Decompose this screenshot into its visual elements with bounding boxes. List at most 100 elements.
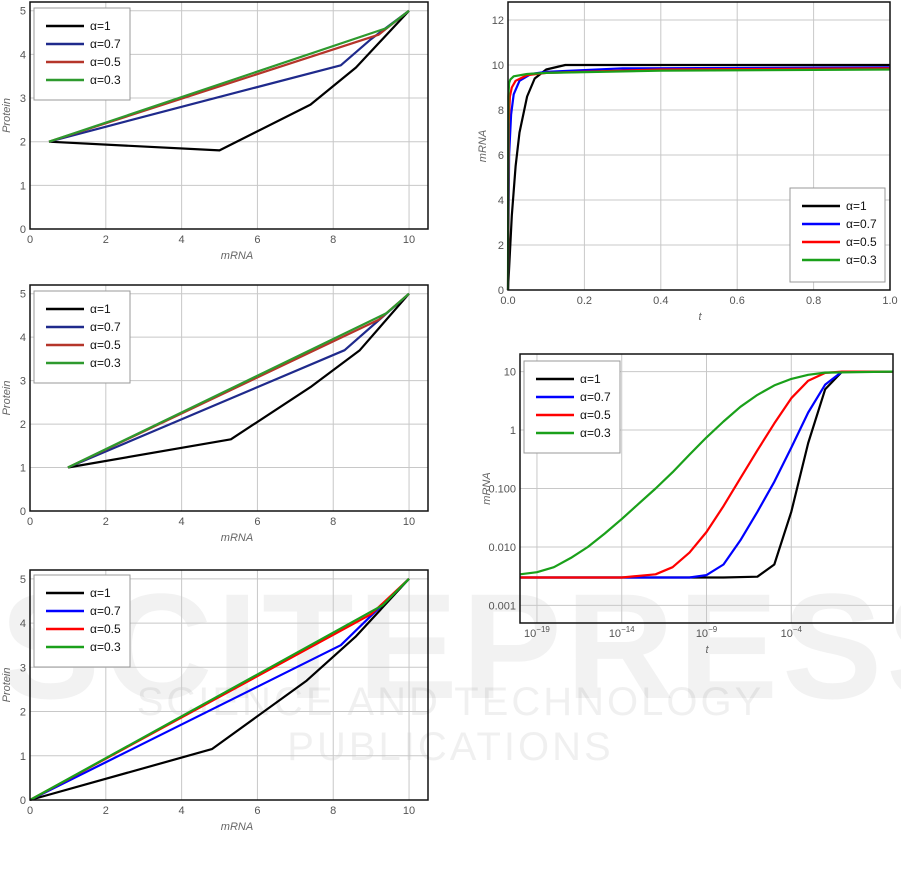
y-tick-label: 2: [498, 240, 504, 252]
series-line: [520, 370, 893, 579]
x-tick-label: 6: [254, 805, 260, 817]
x-axis-label: mRNA: [221, 821, 253, 833]
y-tick-label: 5: [20, 6, 26, 18]
y-axis-label: Protein: [1, 381, 13, 416]
series-line: [67, 292, 410, 469]
legend-label: α=1: [90, 586, 111, 600]
x-tick-label: 4: [179, 234, 185, 246]
series-line: [520, 370, 893, 579]
legend-label: α=0.3: [846, 253, 877, 267]
y-tick-label: 4: [20, 332, 26, 344]
x-tick-label: 10−4: [781, 625, 803, 640]
y-tick-label: 0: [20, 224, 26, 236]
y-tick-label: 2: [20, 707, 26, 719]
y-tick-label: 10: [504, 367, 516, 379]
legend-label: α=0.3: [90, 356, 121, 370]
legend-box: [33, 290, 131, 384]
x-axis-label: t: [698, 311, 702, 323]
legend-box: [523, 360, 621, 454]
y-tick-label: 0.001: [488, 600, 516, 612]
x-tick-label: 10: [403, 516, 415, 528]
y-tick-label: 0: [20, 506, 26, 518]
x-tick-label: 6: [254, 516, 260, 528]
x-tick-label: 8: [330, 234, 336, 246]
y-tick-label: 3: [20, 662, 26, 674]
legend-label: α=0.7: [580, 390, 611, 404]
x-tick-label: 10: [403, 234, 415, 246]
x-tick-label: 4: [179, 805, 185, 817]
plot-frame: [29, 1, 429, 230]
x-tick-label: 0.0: [500, 295, 515, 307]
y-tick-label: 0: [20, 795, 26, 807]
x-tick-label: 8: [330, 805, 336, 817]
legend-label: α=1: [90, 19, 111, 33]
legend-label: α=0.7: [90, 604, 121, 618]
legend-label: α=0.3: [90, 640, 121, 654]
series-line: [67, 292, 410, 469]
series-line: [519, 370, 894, 576]
y-tick-label: 4: [20, 49, 26, 61]
legend-label: α=0.5: [580, 408, 611, 422]
y-tick-label: 2: [20, 137, 26, 149]
y-tick-label: 0: [498, 285, 504, 297]
x-tick-label: 0: [27, 516, 33, 528]
legend-label: α=0.7: [90, 37, 121, 51]
legend-label: α=0.5: [846, 235, 877, 249]
x-axis-label: mRNA: [221, 250, 253, 262]
y-tick-label: 4: [498, 195, 504, 207]
legend-label: α=0.5: [90, 55, 121, 69]
legend-label: α=0.7: [846, 217, 877, 231]
y-tick-label: 3: [20, 376, 26, 388]
y-axis-label: Protein: [1, 668, 13, 703]
watermark-subtitle: SCIENCE AND TECHNOLOGY PUBLICATIONS: [136, 680, 765, 769]
x-tick-label: 2: [103, 805, 109, 817]
y-axis-label: Protein: [1, 98, 13, 133]
x-tick-label: 0.2: [577, 295, 592, 307]
plot-frame: [29, 569, 429, 801]
x-axis-label: mRNA: [221, 532, 253, 544]
y-axis-label: mRNA: [481, 472, 493, 504]
y-tick-label: 10: [492, 60, 504, 72]
x-tick-label: 10−19: [524, 625, 550, 640]
series-line: [48, 9, 410, 152]
y-tick-label: 0.010: [488, 542, 516, 554]
plot-frame: [507, 1, 891, 291]
series-line: [29, 578, 410, 802]
legend-label: α=0.5: [90, 338, 121, 352]
x-tick-label: 0.6: [730, 295, 745, 307]
x-tick-label: 10−14: [609, 625, 635, 640]
y-tick-label: 1: [510, 425, 516, 437]
legend-label: α=1: [846, 199, 867, 213]
legend-box: [789, 187, 886, 283]
y-axis-label: mRNA: [477, 130, 489, 162]
y-tick-label: 0.100: [488, 484, 516, 496]
plot-frame: [29, 284, 429, 512]
y-tick-label: 8: [498, 105, 504, 117]
x-tick-label: 0: [27, 805, 33, 817]
series-line: [29, 578, 410, 801]
y-tick-label: 4: [20, 618, 26, 630]
x-axis-label: t: [705, 644, 709, 656]
series-line: [48, 9, 410, 143]
x-tick-label: 6: [254, 234, 260, 246]
x-tick-label: 2: [103, 516, 109, 528]
x-tick-label: 2: [103, 234, 109, 246]
series-line: [520, 370, 893, 579]
x-tick-label: 10−9: [696, 625, 718, 640]
legend-label: α=0.3: [580, 426, 611, 440]
y-tick-label: 1: [20, 180, 26, 192]
legend-box: [33, 574, 131, 668]
legend-label: α=0.5: [90, 622, 121, 636]
watermark: SCITEPRESS: [0, 562, 901, 730]
plot-frame: [519, 353, 894, 624]
y-tick-label: 3: [20, 93, 26, 105]
y-tick-label: 5: [20, 289, 26, 301]
y-tick-label: 1: [20, 751, 26, 763]
y-tick-label: 5: [20, 574, 26, 586]
x-tick-label: 10: [403, 805, 415, 817]
legend-label: α=1: [90, 302, 111, 316]
x-tick-label: 8: [330, 516, 336, 528]
x-tick-label: 0: [27, 234, 33, 246]
y-tick-label: 6: [498, 150, 504, 162]
